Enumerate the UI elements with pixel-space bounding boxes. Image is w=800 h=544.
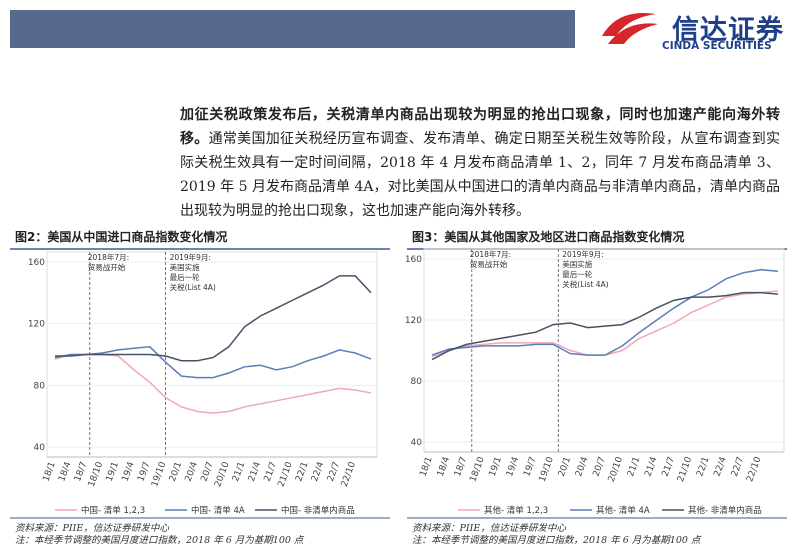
y-tick-label: 120 [405, 316, 422, 326]
x-tick-label: 20/7 [592, 456, 608, 478]
x-tick-label: 18/4 [436, 455, 452, 478]
x-tick-label: 22/4 [713, 455, 729, 478]
x-tick-label: 18/1 [419, 456, 435, 478]
x-tick-label: 21/10 [277, 460, 295, 488]
legend-label: 其他- 非清单内商品 [688, 505, 762, 516]
series-line [431, 268, 779, 356]
x-tick-label: 21/10 [676, 455, 694, 483]
logo-name: 信达证券 [672, 15, 784, 46]
x-tick-label: 19/1 [105, 461, 121, 483]
chart-title: 图2：美国从中国进口商品指数变化情况 [15, 229, 227, 244]
annotation: 美国实施 [562, 259, 592, 269]
x-tick-label: 22/4 [310, 460, 326, 483]
x-tick-label: 19/4 [505, 455, 521, 478]
logo-emblem [602, 12, 658, 44]
paragraph: 加征关税政策发布后，关税清单内商品出现较为明显的抢出口现象，同时也加速产能向海外… [180, 103, 780, 223]
x-tick-label: 19/10 [538, 455, 556, 483]
chart: 图2：美国从中国进口商品指数变化情况 40 80 120 160 18/1 18/4 18/7… [10, 229, 390, 544]
x-tick-label: 21/1 [626, 456, 642, 478]
y-tick-label: 160 [28, 258, 45, 268]
annotation: 美国实施 [170, 262, 200, 272]
annotation: 最后一轮 [170, 272, 200, 282]
x-tick-label: 18/7 [453, 456, 469, 478]
series-line [431, 291, 779, 361]
x-tick-label: 22/7 [326, 461, 342, 483]
chart-title: 图3：美国从其他国家及地区进口商品指数变化情况 [412, 229, 684, 244]
x-tick-label: 21/7 [661, 456, 677, 478]
x-tick-label: 18/10 [468, 455, 486, 483]
x-tick-label: 19/7 [522, 456, 538, 478]
x-tick-label: 22/1 [294, 461, 310, 483]
series-line [55, 275, 372, 362]
legend-label: 其他- 清单 4A [596, 505, 650, 516]
x-tick-label: 20/10 [607, 455, 625, 483]
x-tick-label: 19/10 [150, 460, 168, 488]
note: 注：本经季节调整的美国月度进口指数，2018 年 6 月为基期100 点 [15, 534, 305, 544]
series-line [54, 353, 372, 414]
x-tick-label: 19/1 [488, 456, 504, 478]
x-tick-label: 19/4 [121, 460, 137, 483]
annotation: 2019年9月: [562, 249, 603, 259]
x-tick-label: 20/1 [557, 456, 573, 478]
x-tick-label: 18/4 [57, 460, 73, 483]
legend-label: 中国- 清单 4A [191, 505, 245, 516]
legend-label: 中国- 非清单内商品 [281, 505, 355, 516]
x-tick-label: 20/7 [200, 461, 216, 483]
x-tick-label: 22/1 [695, 456, 711, 478]
y-tick-label: 80 [34, 381, 46, 391]
annotation: 贸易战开始 [470, 259, 508, 269]
note: 注：本经季节调整的美国月度进口指数，2018 年 6 月为基期100 点 [412, 534, 702, 544]
series-line [54, 346, 372, 379]
x-tick-label: 22/10 [340, 460, 358, 488]
y-tick-label: 40 [411, 438, 423, 448]
legend-label: 中国- 清单 1,2,3 [81, 505, 145, 516]
y-tick-label: 40 [34, 443, 46, 453]
x-tick-label: 18/10 [87, 460, 105, 488]
x-tick-label: 20/10 [213, 460, 231, 488]
logo-english: CINDA SECURITIES [662, 40, 772, 52]
series-line [431, 290, 779, 358]
annotation: 2018年7月: [88, 252, 129, 262]
y-tick-label: 80 [411, 377, 423, 387]
annotation: 关税(List 4A) [170, 282, 216, 292]
x-tick-label: 21/1 [231, 461, 247, 483]
paragraph-text: 通常美国加征关税经历宣布调查、发布清单、确定日期至关税生效等阶段，从宣布调查到实… [180, 131, 781, 219]
annotation: 2018年7月: [470, 249, 511, 259]
annotation: 最后一轮 [562, 269, 592, 279]
x-tick-label: 21/7 [263, 461, 279, 483]
x-tick-label: 18/7 [73, 461, 89, 483]
annotation: 2019年9月: [170, 252, 211, 262]
y-tick-label: 160 [405, 255, 422, 265]
source: 资料来源：PIIE，信达证券研发中心 [15, 522, 169, 534]
paragraph-bold: 加征关税政策发布后，关税清单内商品出现较为明显的抢出口现象，同时也加速产能向海外… [180, 107, 780, 147]
x-tick-label: 18/1 [42, 461, 58, 483]
x-tick-label: 21/4 [643, 455, 659, 478]
x-tick-label: 19/7 [136, 461, 152, 483]
y-tick-label: 120 [28, 320, 45, 330]
x-tick-label: 21/4 [247, 460, 263, 483]
x-tick-label: 20/4 [184, 460, 200, 483]
header-bar [10, 10, 575, 48]
x-tick-label: 20/1 [168, 461, 184, 483]
x-tick-label: 20/4 [574, 455, 590, 478]
annotation: 贸易战开始 [88, 262, 126, 272]
x-tick-label: 22/10 [745, 455, 763, 483]
legend-label: 其他- 清单 1,2,3 [484, 505, 548, 516]
source: 资料来源：PIIE，信达证券研发中心 [412, 522, 566, 534]
x-tick-label: 22/7 [730, 456, 746, 478]
annotation: 关税(List 4A) [562, 279, 608, 289]
